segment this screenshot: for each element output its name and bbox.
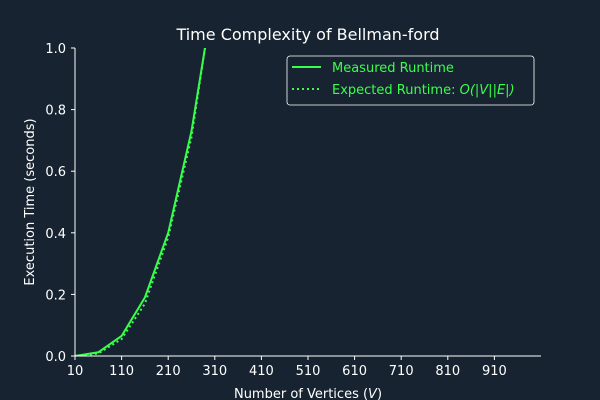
x-tick-label: 310 [202, 364, 227, 379]
x-tick-label: 810 [435, 364, 460, 379]
legend-label-expected-math: O(|V||E|) [460, 83, 515, 98]
x-tick-label: 510 [296, 364, 321, 379]
y-axis-ticks: 0.0 0.2 0.4 0.6 0.8 1.0 [45, 42, 75, 365]
legend-label-measured: Measured Runtime [332, 61, 454, 76]
legend: Measured Runtime Expected Runtime: O(|V|… [286, 55, 535, 106]
y-tick-label: 0.4 [45, 227, 66, 242]
x-tick-label: 710 [389, 364, 414, 379]
x-tick-label: 410 [249, 364, 274, 379]
x-axis-label-main: Number of Vertices ( [234, 387, 368, 400]
series-expected-runtime [75, 48, 207, 356]
legend-label-expected: Expected Runtime: O(|V||E|) [332, 83, 515, 98]
x-tick-label: 610 [342, 364, 367, 379]
y-tick-label: 0.0 [45, 350, 66, 365]
series-measured-runtime [75, 48, 206, 356]
plot-lines [75, 48, 207, 356]
chart-title: Time Complexity of Bellman-ford [175, 25, 439, 44]
x-tick-label: 10 [67, 364, 84, 379]
x-axis-label-close: ) [377, 387, 382, 400]
x-tick-label: 110 [109, 364, 134, 379]
y-tick-label: 0.6 [45, 165, 66, 180]
y-axis-label: Execution Time (seconds) [23, 118, 38, 285]
x-axis-label-var: V [368, 387, 378, 400]
legend-box [286, 55, 535, 106]
legend-label-expected-prefix: Expected Runtime: [332, 83, 460, 98]
x-tick-label: 210 [156, 364, 181, 379]
y-tick-label: 0.2 [45, 288, 66, 303]
x-axis-label: Number of Vertices (V) [234, 387, 382, 400]
x-axis-ticks: 10 110 210 310 410 510 610 710 810 910 [67, 356, 507, 379]
y-tick-label: 0.8 [45, 104, 66, 119]
y-tick-label: 1.0 [45, 42, 66, 57]
x-tick-label: 910 [482, 364, 507, 379]
